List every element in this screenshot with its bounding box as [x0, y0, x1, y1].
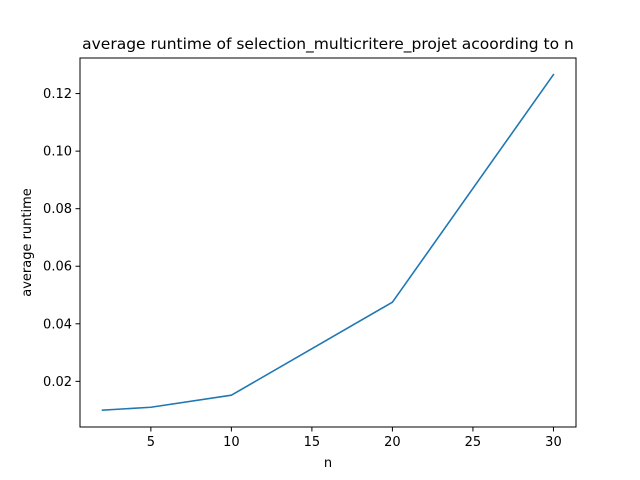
series-line	[101, 73, 555, 411]
y-tick-label: 0.06	[43, 260, 72, 275]
x-tick-label: 30	[545, 435, 562, 450]
y-axis: 0.02 0.04 0.06 0.08 0.10 0.12	[43, 87, 80, 390]
y-tick-label: 0.10	[43, 145, 72, 160]
y-tick-label: 0.12	[43, 87, 72, 102]
axes-frame	[79, 57, 577, 428]
x-tick-label: 5	[147, 435, 155, 450]
x-tick-label: 15	[304, 435, 321, 450]
y-tick-label: 0.02	[43, 375, 72, 390]
y-axis-label: average runtime	[20, 188, 35, 297]
x-tick-label: 25	[465, 435, 482, 450]
x-axis: 5 10 15 20 25 30	[147, 427, 562, 450]
y-tick-label: 0.04	[43, 317, 72, 332]
x-tick-label: 20	[384, 435, 401, 450]
y-tick-label: 0.08	[43, 202, 72, 217]
x-axis-label: n	[324, 456, 332, 471]
chart-title: average runtime of selection_multicriter…	[82, 35, 574, 54]
series-layer	[101, 73, 555, 411]
x-tick-label: 10	[223, 435, 240, 450]
